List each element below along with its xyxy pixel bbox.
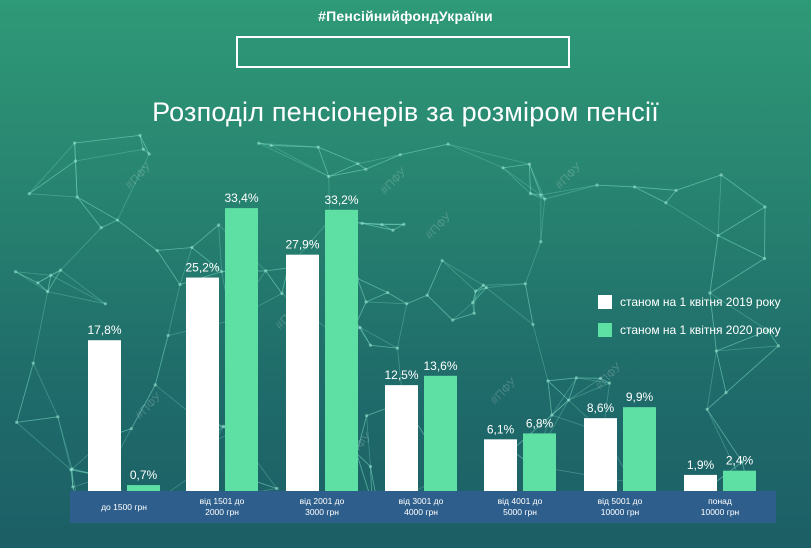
bar-2019-0: [88, 340, 121, 491]
value-label-2020-6: 2,4%: [726, 454, 754, 468]
value-label-2020-0: 0,7%: [130, 468, 158, 482]
category-label-4: від 4001 до: [498, 496, 543, 506]
bar-2019-6: [684, 474, 717, 491]
category-label-3: 4000 грн: [404, 507, 438, 517]
value-label-2019-2: 27,9%: [285, 238, 319, 252]
bar-2020-0: [127, 485, 160, 491]
category-label-2: від 2001 до: [300, 496, 345, 506]
value-label-2020-2: 33,2%: [324, 193, 358, 207]
value-label-2020-3: 13,6%: [423, 359, 457, 373]
category-label-6: 10000 грн: [701, 507, 740, 517]
value-label-2019-3: 12,5%: [384, 368, 418, 382]
category-label-5: від 5001 до: [598, 496, 643, 506]
category-label-1: 2000 грн: [205, 507, 239, 517]
bar-2019-5: [584, 418, 617, 491]
value-label-2019-5: 8,6%: [587, 401, 615, 415]
bar-2020-4: [523, 433, 556, 491]
category-label-2: 3000 грн: [305, 507, 339, 517]
chart-title: Розподіл пенсіонерів за розміром пенсії: [152, 97, 659, 127]
bar-2020-1: [225, 208, 258, 492]
bar-2019-3: [385, 385, 418, 491]
category-label-6: понад: [708, 496, 732, 506]
category-label-5: 10000 грн: [601, 507, 640, 517]
value-label-2020-5: 9,9%: [626, 390, 654, 404]
legend-item-2020: станом на 1 квітня 2020 року: [598, 319, 781, 341]
legend-label-2019: станом на 1 квітня 2019 року: [620, 295, 781, 309]
legend-item-2019: станом на 1 квітня 2019 року: [598, 291, 781, 313]
bar-2019-4: [484, 439, 517, 491]
bar-2020-6: [723, 470, 756, 491]
value-label-2019-6: 1,9%: [687, 458, 715, 472]
category-axis-band: [70, 491, 776, 523]
hashtag-header: #ПенсійнийфондУкраїни: [318, 8, 493, 24]
bar-2019-1: [186, 277, 219, 491]
header-frame: [236, 36, 570, 68]
bar-2019-2: [286, 254, 319, 491]
bar-2020-5: [623, 407, 656, 491]
value-label-2020-1: 33,4%: [224, 191, 258, 205]
legend-swatch-2019: [598, 295, 612, 309]
bar-2020-2: [325, 209, 358, 491]
category-label-1: від 1501 до: [200, 496, 245, 506]
value-label-2019-4: 6,1%: [487, 422, 515, 436]
category-label-0: до 1500 грн: [101, 502, 147, 512]
category-label-4: 5000 грн: [503, 507, 537, 517]
legend-label-2020: станом на 1 квітня 2020 року: [620, 323, 781, 337]
value-label-2019-0: 17,8%: [87, 323, 121, 337]
category-label-3: від 3001 до: [399, 496, 444, 506]
bar-2020-3: [424, 375, 457, 491]
value-label-2019-1: 25,2%: [185, 261, 219, 275]
chart-legend: станом на 1 квітня 2019 року станом на 1…: [598, 291, 781, 347]
legend-swatch-2020: [598, 323, 612, 337]
value-label-2020-4: 6,8%: [526, 416, 554, 430]
